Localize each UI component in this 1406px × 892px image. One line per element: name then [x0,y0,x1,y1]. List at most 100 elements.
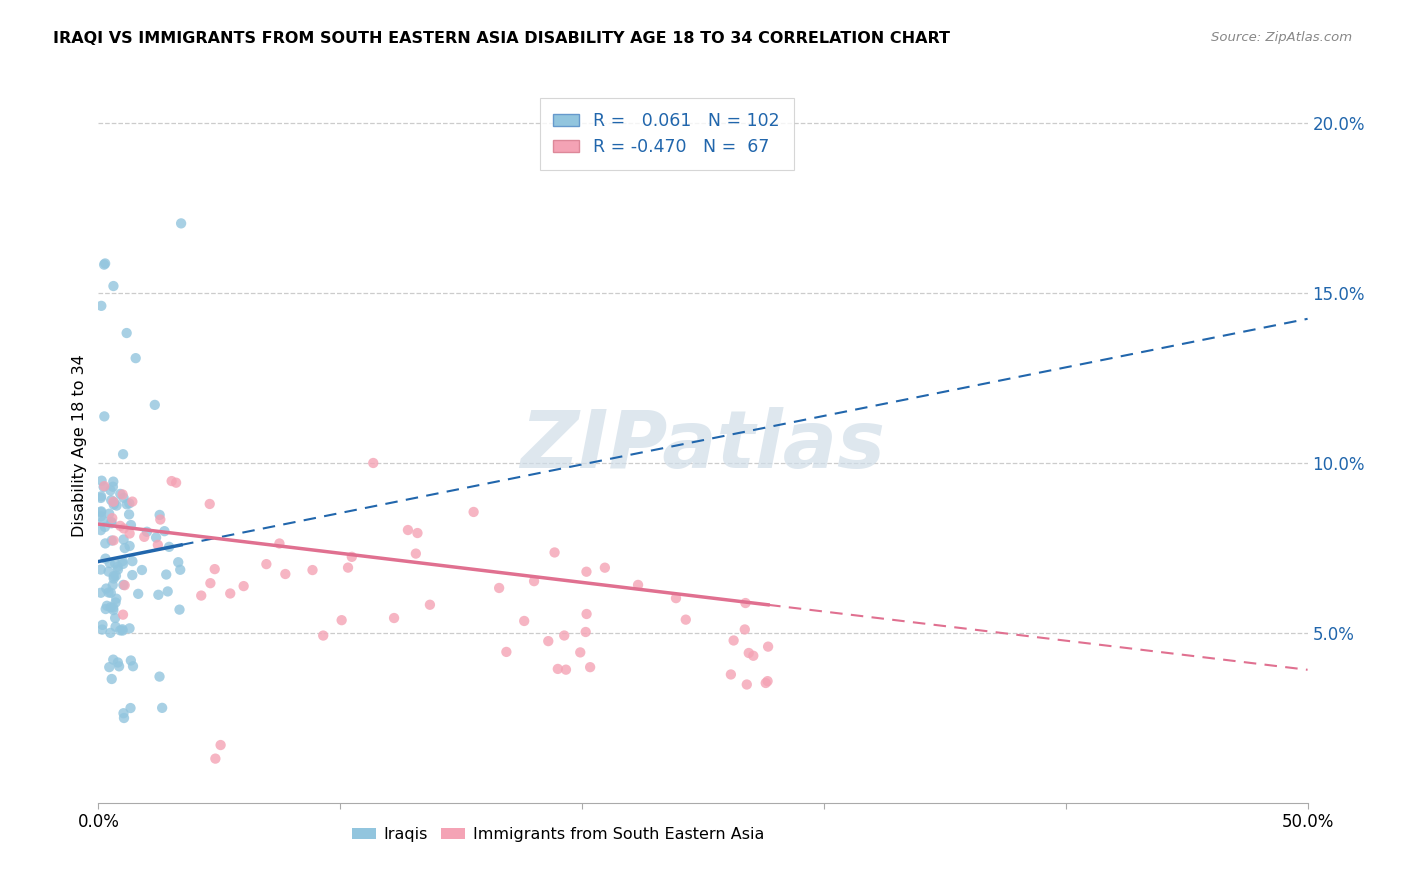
Point [93,479,115,493]
Point [112,578,135,592]
Point [755,676,778,690]
Point [463,505,485,519]
Point [122,659,145,673]
Point [579,660,602,674]
Point [115,497,138,511]
Point [269,536,291,550]
Point [209,738,232,752]
Point [575,607,598,621]
Point [118,496,141,510]
Point [104,595,127,609]
Point [665,591,688,606]
Point [100,600,122,615]
Point [756,674,779,689]
Point [627,578,650,592]
Point [100,586,122,600]
Point [575,565,598,579]
Point [127,587,149,601]
Point [495,645,517,659]
Point [96,599,118,613]
Point [98,556,121,570]
Point [100,515,122,529]
Point [103,475,125,489]
Point [91,623,114,637]
Point [167,555,190,569]
Point [537,634,560,648]
Point [105,499,128,513]
Point [143,398,166,412]
Point [169,602,191,616]
Point [330,613,353,627]
Point [146,538,169,552]
Point [112,711,135,725]
Point [111,554,134,568]
Point [100,516,122,531]
Point [110,624,132,638]
Point [488,581,510,595]
Point [157,540,180,554]
Point [91,618,114,632]
Point [340,549,363,564]
Point [232,579,254,593]
Point [125,351,148,366]
Point [254,557,277,571]
Point [382,611,405,625]
Point [396,523,419,537]
Point [94,256,117,270]
Point [513,614,536,628]
Point [107,656,129,670]
Point [90,563,112,577]
Point [112,557,135,571]
Point [738,646,761,660]
Point [104,611,127,625]
Point [104,568,127,582]
Point [103,498,125,512]
Point [103,279,125,293]
Point [198,497,221,511]
Point [723,633,745,648]
Point [103,572,125,586]
Point [90,474,112,488]
Point [90,491,112,505]
Point [120,653,142,667]
Point [103,495,125,509]
Point [153,524,176,538]
Point [100,493,122,508]
Point [98,660,121,674]
Y-axis label: Disability Age 18 to 34: Disability Age 18 to 34 [72,355,87,537]
Point [734,623,756,637]
Point [160,474,183,488]
Point [553,628,575,642]
Point [149,508,172,522]
Point [312,629,335,643]
Point [101,578,124,592]
Point [97,585,120,599]
Point [103,569,125,583]
Point [112,521,135,535]
Point [114,578,136,592]
Legend: Iraqis, Immigrants from South Eastern Asia: Iraqis, Immigrants from South Eastern As… [346,821,770,848]
Point [121,494,143,508]
Point [101,511,124,525]
Point [98,507,121,521]
Point [94,536,117,550]
Point [145,531,167,545]
Point [301,563,323,577]
Point [170,216,193,230]
Point [118,508,141,522]
Point [155,567,177,582]
Point [134,530,156,544]
Point [93,480,115,494]
Point [90,489,112,503]
Point [204,751,226,765]
Point [115,326,138,340]
Point [90,504,112,518]
Point [118,539,141,553]
Point [156,584,179,599]
Point [100,483,122,498]
Point [593,560,616,574]
Point [150,701,173,715]
Point [104,557,127,571]
Point [190,589,212,603]
Point [735,677,758,691]
